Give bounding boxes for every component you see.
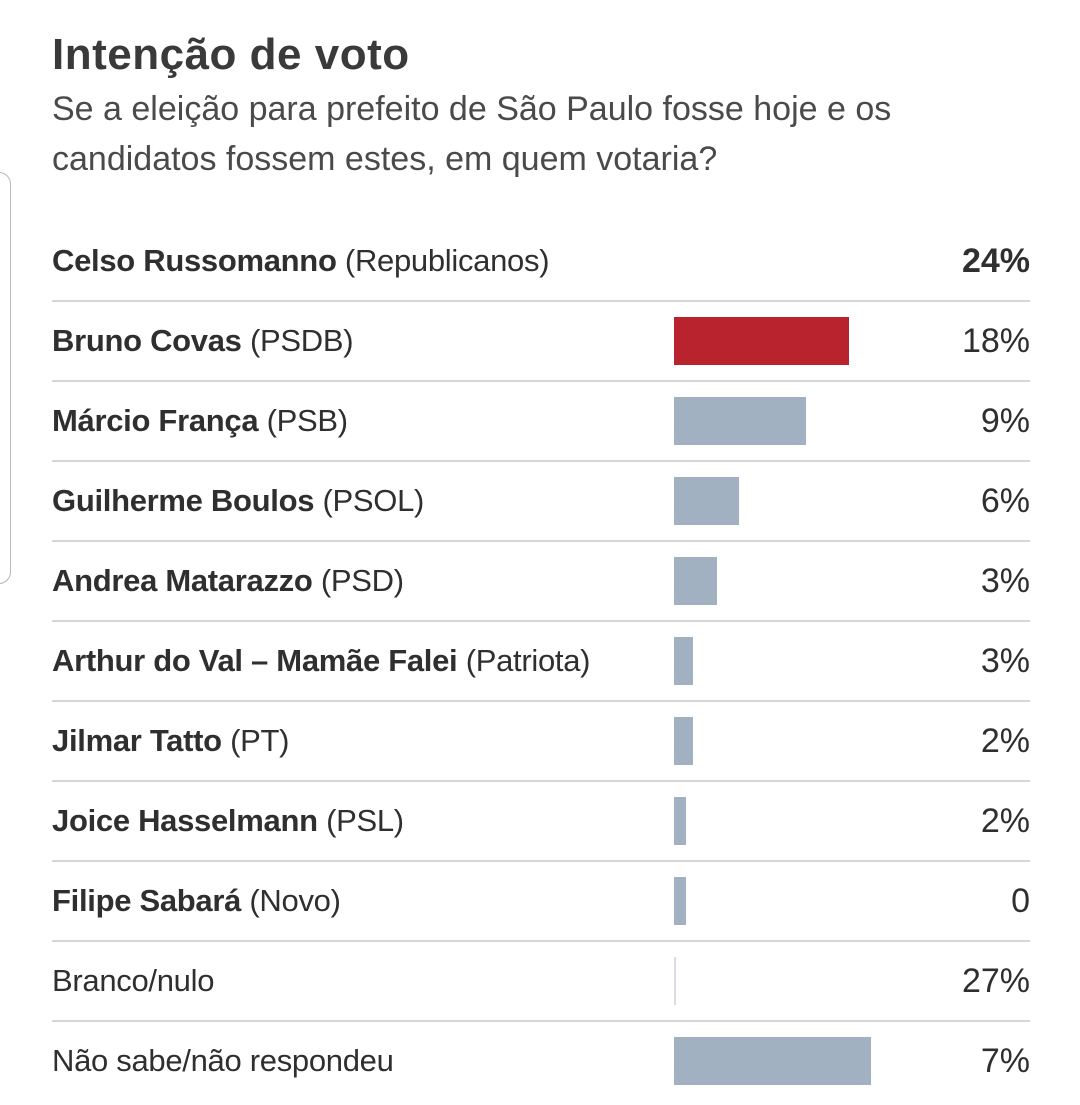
- candidate-party: (PSD): [320, 563, 404, 598]
- vote-bar: [674, 957, 676, 1005]
- candidate-label: Arthur do Val – Mamãe Falei (Patriota): [52, 643, 672, 679]
- vote-percentage: 3%: [980, 641, 1030, 680]
- vote-bar: [674, 557, 717, 605]
- candidate-row: Branco/nulo 27%: [52, 942, 1030, 1022]
- bar-area: [674, 222, 914, 300]
- vote-percentage: 3%: [980, 561, 1030, 600]
- candidate-party: (Republicanos): [344, 243, 550, 278]
- candidate-party: (PT): [230, 723, 290, 758]
- vote-bar: [674, 637, 693, 685]
- candidate-row: Celso Russomanno (Republicanos) 24%: [52, 222, 1030, 302]
- vote-bar: [674, 877, 686, 925]
- candidate-label: Não sabe/não respondeu: [52, 1043, 672, 1079]
- candidate-name: Branco/nulo: [52, 963, 215, 998]
- bar-area: [674, 862, 914, 940]
- vote-percentage: 9%: [980, 401, 1030, 440]
- candidate-name: Andrea Matarazzo: [52, 563, 313, 598]
- bar-area: [674, 702, 914, 780]
- bar-area: [674, 382, 914, 460]
- bar-area: [674, 782, 914, 860]
- candidate-label: Branco/nulo: [52, 963, 672, 999]
- vote-percentage: 2%: [980, 721, 1030, 760]
- candidate-row: Não sabe/não respondeu 7%: [52, 1022, 1030, 1100]
- vote-percentage: 0: [1011, 881, 1030, 920]
- vote-bar: [674, 797, 686, 845]
- candidate-name: Filipe Sabará: [52, 883, 242, 918]
- candidate-label: Joice Hasselmann (PSL): [52, 803, 672, 839]
- vote-percentage: 2%: [980, 801, 1030, 840]
- candidate-label: Guilherme Boulos (PSOL): [52, 483, 672, 519]
- chart-subtitle: Se a eleição para prefeito de São Paulo …: [52, 90, 892, 178]
- bar-area: [674, 1022, 914, 1100]
- candidate-party: (PSB): [266, 403, 348, 438]
- bar-area: [674, 942, 914, 1020]
- candidate-label: Filipe Sabará (Novo): [52, 883, 672, 919]
- candidate-name: Jilmar Tatto: [52, 723, 222, 758]
- candidate-row: Guilherme Boulos (PSOL) 6%: [52, 462, 1030, 542]
- vote-percentage: 24%: [961, 241, 1030, 280]
- candidate-row: Márcio França (PSB) 9%: [52, 382, 1030, 462]
- candidate-name: Arthur do Val – Mamãe Falei: [52, 643, 458, 678]
- vote-bar: [674, 397, 806, 445]
- candidate-row: Filipe Sabará (Novo) 0: [52, 862, 1030, 942]
- candidate-row: Bruno Covas (PSDB) 18%: [52, 302, 1030, 382]
- bar-area: [674, 542, 914, 620]
- candidate-label: Jilmar Tatto (PT): [52, 723, 672, 759]
- candidate-party: (Patriota): [465, 643, 591, 678]
- candidate-name: Celso Russomanno: [52, 243, 337, 278]
- vote-bar: [674, 1037, 871, 1085]
- candidate-name: Não sabe/não respondeu: [52, 1043, 394, 1078]
- chart-title: Intenção de voto: [52, 30, 410, 79]
- candidate-party: (PSDB): [249, 323, 354, 358]
- candidate-label: Márcio França (PSB): [52, 403, 672, 439]
- candidate-label: Celso Russomanno (Republicanos): [52, 243, 672, 279]
- candidate-label: Bruno Covas (PSDB): [52, 323, 672, 359]
- vote-bar: [674, 317, 849, 365]
- candidate-party: (Novo): [249, 883, 341, 918]
- vote-percentage: 7%: [980, 1041, 1030, 1080]
- vote-intention-chart: Intenção de voto Se a eleição para prefe…: [52, 28, 1030, 1100]
- vote-percentage: 27%: [961, 961, 1030, 1000]
- bar-area: [674, 302, 914, 380]
- candidate-name: Márcio França: [52, 403, 259, 438]
- vote-percentage: 18%: [961, 321, 1030, 360]
- vote-percentage: 6%: [980, 481, 1030, 520]
- candidate-party: (PSL): [326, 803, 404, 838]
- candidate-label: Andrea Matarazzo (PSD): [52, 563, 672, 599]
- candidate-row: Andrea Matarazzo (PSD) 3%: [52, 542, 1030, 622]
- vote-bar: [674, 477, 739, 525]
- candidate-row: Arthur do Val – Mamãe Falei (Patriota) 3%: [52, 622, 1030, 702]
- side-frame: [0, 172, 11, 584]
- candidate-party: (PSOL): [322, 483, 425, 518]
- bar-area: [674, 622, 914, 700]
- bar-area: [674, 462, 914, 540]
- candidate-name: Bruno Covas: [52, 323, 242, 358]
- candidate-name: Guilherme Boulos: [52, 483, 315, 518]
- candidate-row: Joice Hasselmann (PSL) 2%: [52, 782, 1030, 862]
- vote-bar: [674, 717, 693, 765]
- candidate-name: Joice Hasselmann: [52, 803, 318, 838]
- candidate-row: Jilmar Tatto (PT) 2%: [52, 702, 1030, 782]
- candidate-rows: Celso Russomanno (Republicanos) 24% Bruno …: [52, 222, 1030, 1100]
